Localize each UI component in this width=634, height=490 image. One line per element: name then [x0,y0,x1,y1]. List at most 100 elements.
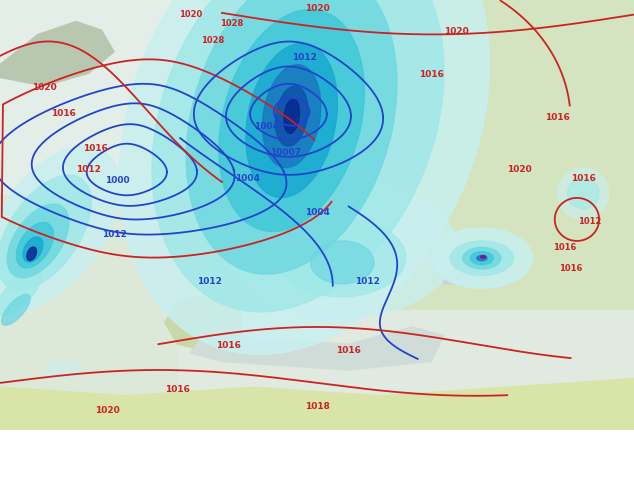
Text: 40: 40 [225,487,235,490]
Bar [245,469,265,485]
Text: 1020: 1020 [507,165,533,174]
Ellipse shape [44,362,82,379]
Polygon shape [190,327,444,370]
Text: 1012: 1012 [197,277,222,286]
Text: 1016: 1016 [559,264,582,273]
Text: 10007: 10007 [270,148,301,157]
Text: 1000: 1000 [105,176,129,185]
Text: 20: 20 [145,487,154,490]
Text: 1016: 1016 [418,71,444,79]
Text: 1012: 1012 [76,165,101,174]
Text: Tu 24-09-2024 06..12 UTC (18+42): Tu 24-09-2024 06..12 UTC (18+42) [340,436,568,449]
Polygon shape [178,95,222,133]
Ellipse shape [246,44,337,197]
Text: 1018: 1018 [304,402,330,411]
Ellipse shape [481,256,486,258]
Text: 1016: 1016 [571,173,596,183]
Bar [265,469,285,485]
Ellipse shape [450,241,514,275]
Text: 50: 50 [265,487,275,490]
Ellipse shape [284,99,299,133]
Text: 1020: 1020 [444,27,469,36]
Bar [145,469,165,485]
Ellipse shape [463,247,501,269]
Ellipse shape [0,270,42,316]
Ellipse shape [311,241,374,284]
Text: 1016: 1016 [216,342,241,350]
Text: 1020: 1020 [32,83,57,92]
Ellipse shape [119,0,489,354]
Text: Precipitation (6h) ¯mm] ECMWF: Precipitation (6h) ¯mm] ECMWF [4,436,210,449]
Text: 1012: 1012 [101,230,127,239]
Bar [0,0,203,194]
Bar [84,469,105,485]
Ellipse shape [23,237,43,262]
Bar [184,469,205,485]
Bar [0,0,203,430]
Text: 1016: 1016 [165,385,190,393]
Text: 1028: 1028 [201,36,224,45]
Ellipse shape [7,204,69,278]
Text: ©weatheronline.co.uk: ©weatheronline.co.uk [390,471,507,481]
Polygon shape [165,293,241,353]
Text: 1016: 1016 [82,144,108,152]
Text: 1016: 1016 [553,243,576,251]
Text: 30: 30 [184,487,195,490]
Ellipse shape [431,228,533,288]
Ellipse shape [2,294,30,325]
Ellipse shape [477,256,487,261]
Text: 0.5: 0.5 [24,487,36,490]
Text: 1012: 1012 [355,277,380,286]
Text: 1020: 1020 [304,4,330,13]
Bar [124,469,145,485]
Text: 1016: 1016 [51,109,76,118]
Text: 1016: 1016 [545,114,571,122]
Bar [178,310,634,430]
Ellipse shape [186,0,397,274]
Bar [4,469,24,485]
Ellipse shape [275,86,308,146]
Ellipse shape [0,175,91,290]
Text: 35: 35 [205,487,214,490]
Ellipse shape [567,178,599,209]
Text: 1020: 1020 [95,406,120,415]
Text: 5: 5 [84,487,89,490]
Bar [165,469,184,485]
Ellipse shape [27,247,37,261]
Text: 2: 2 [64,487,69,490]
Text: 1020: 1020 [179,10,202,19]
Ellipse shape [219,9,365,231]
Text: 1012: 1012 [292,53,317,62]
Ellipse shape [152,0,444,312]
Ellipse shape [0,146,120,310]
Polygon shape [431,258,495,284]
Bar [24,469,44,485]
Ellipse shape [470,252,493,265]
Bar [64,469,84,485]
Text: 1028: 1028 [220,19,243,28]
Ellipse shape [558,168,609,220]
Bar [225,469,245,485]
Text: 25: 25 [165,487,174,490]
Text: 15: 15 [124,487,134,490]
Text: 1: 1 [44,487,49,490]
Ellipse shape [16,222,53,268]
Bar [105,469,124,485]
Bar [205,469,225,485]
Text: 1004: 1004 [254,122,279,131]
Ellipse shape [0,241,60,310]
Text: 1012: 1012 [578,217,601,226]
Ellipse shape [279,220,406,297]
Ellipse shape [228,181,456,318]
Polygon shape [273,0,355,95]
Text: 1016: 1016 [336,346,361,355]
Ellipse shape [262,65,321,168]
Polygon shape [0,22,114,86]
Polygon shape [0,379,634,430]
Text: 1004: 1004 [304,208,330,217]
Text: 0.1: 0.1 [4,487,16,490]
Text: 10: 10 [105,487,114,490]
Bar [44,469,64,485]
Text: 1004: 1004 [235,173,260,183]
Polygon shape [203,0,634,430]
